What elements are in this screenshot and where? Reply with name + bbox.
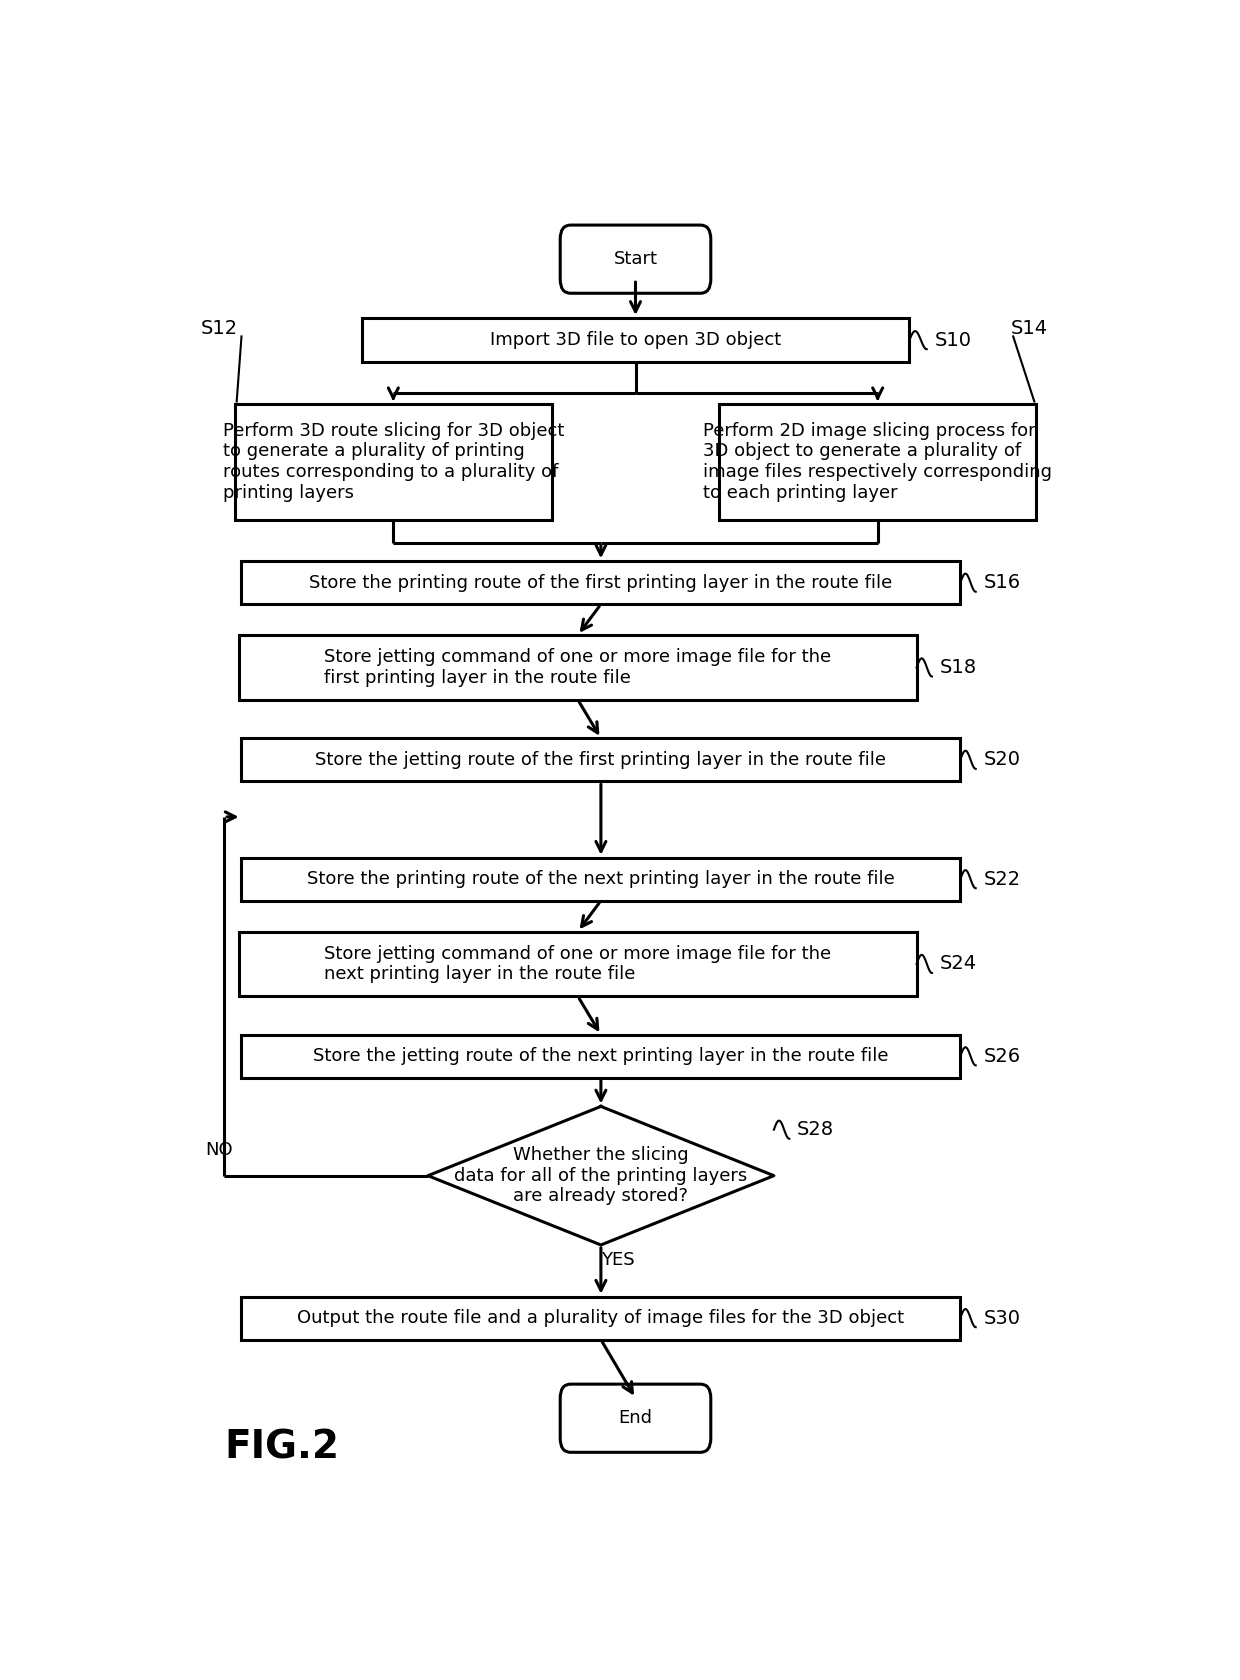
Text: S14: S14 xyxy=(1011,319,1048,338)
Bar xyxy=(242,561,960,605)
Text: S10: S10 xyxy=(935,331,971,349)
FancyBboxPatch shape xyxy=(560,1384,711,1452)
Text: Store the jetting route of the first printing layer in the route file: Store the jetting route of the first pri… xyxy=(315,751,887,769)
Text: Store the jetting route of the next printing layer in the route file: Store the jetting route of the next prin… xyxy=(314,1047,889,1065)
Bar xyxy=(719,405,1037,519)
Text: Perform 3D route slicing for 3D object
to generate a plurality of printing
route: Perform 3D route slicing for 3D object t… xyxy=(223,422,564,502)
Bar xyxy=(362,318,909,363)
Bar xyxy=(242,1035,960,1079)
Bar xyxy=(242,1297,960,1339)
Text: S20: S20 xyxy=(983,751,1021,769)
Bar xyxy=(239,932,916,996)
Text: S16: S16 xyxy=(983,573,1021,591)
Text: Start: Start xyxy=(614,250,657,269)
Text: Store jetting command of one or more image file for the
next printing layer in t: Store jetting command of one or more ima… xyxy=(325,944,831,983)
Text: S24: S24 xyxy=(940,954,977,973)
Text: S26: S26 xyxy=(983,1047,1021,1065)
Text: Store the printing route of the next printing layer in the route file: Store the printing route of the next pri… xyxy=(308,870,895,889)
Bar xyxy=(239,635,916,701)
Text: S18: S18 xyxy=(940,659,977,677)
Bar xyxy=(242,738,960,781)
Text: S28: S28 xyxy=(797,1121,835,1139)
FancyBboxPatch shape xyxy=(560,225,711,294)
Text: Perform 2D image slicing process for
3D object to generate a plurality of
image : Perform 2D image slicing process for 3D … xyxy=(703,422,1053,502)
Bar xyxy=(234,405,552,519)
Text: Whether the slicing
data for all of the printing layers
are already stored?: Whether the slicing data for all of the … xyxy=(454,1146,748,1206)
Text: Store jetting command of one or more image file for the
first printing layer in : Store jetting command of one or more ima… xyxy=(325,648,831,687)
Text: Store the printing route of the first printing layer in the route file: Store the printing route of the first pr… xyxy=(309,573,893,591)
Bar xyxy=(242,858,960,900)
Text: S30: S30 xyxy=(983,1309,1021,1327)
Text: Import 3D file to open 3D object: Import 3D file to open 3D object xyxy=(490,331,781,349)
Text: Output the route file and a plurality of image files for the 3D object: Output the route file and a plurality of… xyxy=(298,1309,904,1327)
Text: S12: S12 xyxy=(201,319,238,338)
Text: NO: NO xyxy=(206,1141,233,1159)
Text: S22: S22 xyxy=(983,870,1021,889)
Text: YES: YES xyxy=(601,1252,635,1270)
Text: End: End xyxy=(619,1410,652,1428)
Text: FIG.2: FIG.2 xyxy=(224,1428,340,1467)
